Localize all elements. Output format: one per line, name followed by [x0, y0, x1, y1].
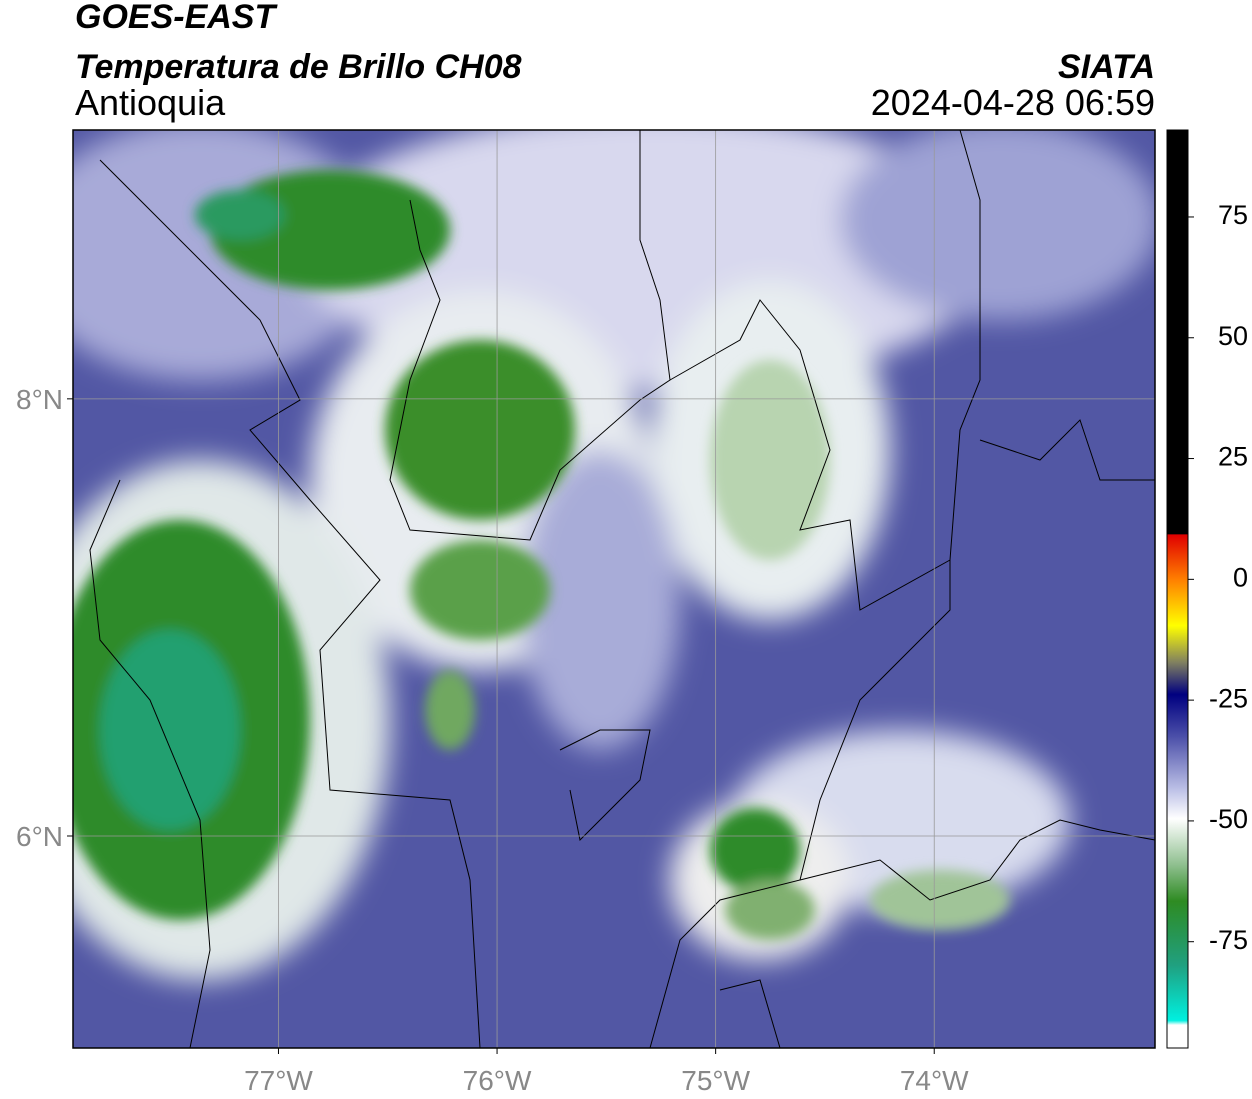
colorbar-tick-label: -50: [1209, 804, 1248, 834]
colorbar-tick-label: 0: [1233, 562, 1248, 592]
y-tick-label: 8°N: [16, 384, 63, 415]
region: Antioquia: [75, 82, 226, 123]
y-tick-label: 6°N: [16, 821, 63, 852]
colorbar-tick-label: 50: [1218, 321, 1248, 351]
x-tick-label: 76°W: [463, 1065, 532, 1096]
x-tick-label: 77°W: [244, 1065, 313, 1096]
source: SIATA: [1058, 48, 1155, 86]
satellite: GOES-EAST: [75, 0, 278, 36]
colorbar-tick-label: -75: [1209, 925, 1248, 955]
colorbar: [1166, 129, 1189, 1049]
map-image: [73, 130, 1155, 1048]
colorbar-tick-label: 75: [1218, 200, 1248, 230]
x-tick-label: 74°W: [900, 1065, 969, 1096]
datetime: 2024-04-28 06:59: [871, 82, 1155, 123]
map-frame: [72, 129, 1156, 1049]
colorbar-tick-label: -25: [1209, 683, 1248, 713]
colorbar-tick-label: 25: [1218, 442, 1248, 472]
product: Temperatura de Brillo CH08: [75, 48, 522, 86]
x-tick-label: 75°W: [681, 1065, 750, 1096]
